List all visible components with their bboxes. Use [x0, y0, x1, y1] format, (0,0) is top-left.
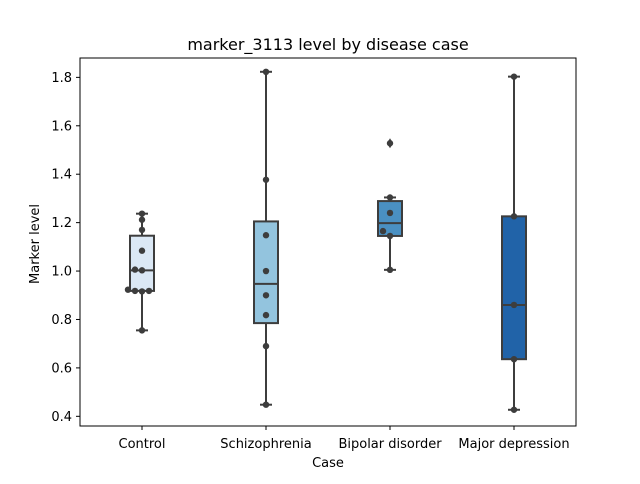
- y-tick-label: 1.4: [51, 168, 72, 183]
- data-point: [138, 247, 146, 254]
- plot-area: 0.4 0.6 0.8 1.0 1.2 1.4 1.6 1.8 Control Schizophr…: [51, 57, 577, 452]
- x-tick-label: Schizophrenia: [220, 437, 311, 452]
- data-point: [138, 226, 146, 234]
- data-point: [510, 301, 518, 309]
- data-point: [138, 210, 146, 217]
- data-point: [386, 140, 394, 147]
- data-point: [262, 68, 270, 76]
- data-point: [262, 292, 270, 299]
- data-point: [262, 267, 270, 275]
- data-point: [262, 311, 270, 319]
- x-tick-label: Bipolar disorder: [338, 437, 442, 452]
- y-tick-label: 0.4: [51, 410, 72, 425]
- y-tick-label: 1.6: [51, 119, 72, 134]
- data-point: [386, 194, 394, 201]
- data-point: [262, 176, 270, 183]
- x-tick-label: Control: [119, 437, 166, 452]
- data-point: [510, 406, 518, 413]
- data-point: [131, 266, 139, 273]
- y-axis-label: Marker level: [28, 204, 43, 284]
- chart-title: marker_3113 level by disease case: [187, 35, 468, 55]
- data-point: [510, 355, 518, 363]
- data-point: [262, 342, 270, 350]
- data-point: [138, 327, 146, 334]
- data-point: [124, 286, 132, 293]
- data-point: [138, 288, 146, 295]
- data-point: [379, 227, 387, 235]
- x-axis-label: Case: [312, 456, 344, 471]
- x-tick-label: Major depression: [458, 437, 569, 452]
- data-point: [262, 232, 270, 239]
- y-tick-label: 1.0: [51, 265, 72, 280]
- data-point: [145, 287, 153, 295]
- data-point: [131, 287, 139, 295]
- y-tick-label: 0.6: [51, 361, 72, 376]
- data-point: [510, 213, 518, 220]
- y-tick-label: 0.8: [51, 313, 72, 328]
- data-point: [262, 401, 270, 408]
- data-point: [386, 209, 394, 217]
- y-tick-label: 1.8: [51, 71, 72, 86]
- data-point: [138, 216, 146, 223]
- axes-frame: [79, 57, 577, 427]
- box-iqr: [129, 234, 155, 292]
- data-point: [138, 267, 146, 274]
- data-point: [386, 266, 394, 274]
- box-iqr: [501, 215, 527, 361]
- data-point: [510, 73, 518, 80]
- y-tick-label: 1.2: [51, 216, 72, 231]
- data-point: [386, 232, 394, 240]
